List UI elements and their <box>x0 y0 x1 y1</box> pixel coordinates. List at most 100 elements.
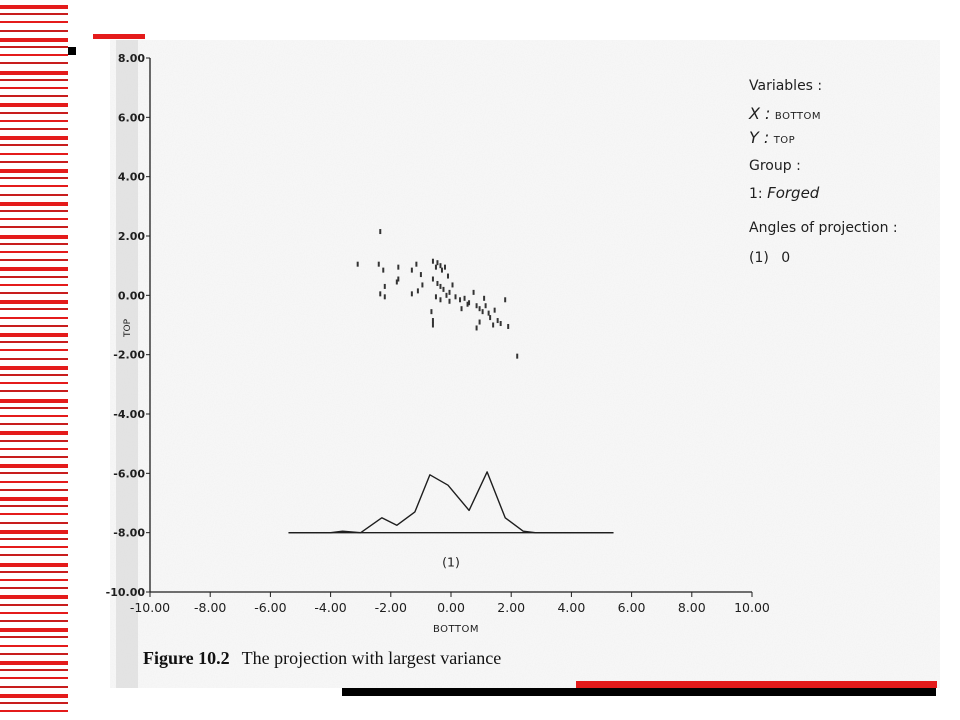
projection-curve-label: (1) <box>442 555 460 570</box>
stripe <box>0 324 68 327</box>
legend-angle-row: (1) 0 <box>749 250 790 266</box>
data-point <box>504 297 507 303</box>
data-point <box>431 258 434 264</box>
bottom-rule-red <box>576 681 937 688</box>
stripe <box>0 242 68 245</box>
data-point <box>483 295 486 301</box>
stripe <box>0 62 68 65</box>
stripe <box>0 292 68 294</box>
data-point <box>454 294 457 300</box>
stripe <box>0 374 68 376</box>
stripe <box>0 300 68 305</box>
legend-y-value: TOP <box>773 135 796 146</box>
x-tick-label: 2.00 <box>497 600 525 615</box>
legend-group-heading: Group : <box>749 158 801 174</box>
stripe <box>0 308 68 311</box>
stripe <box>0 341 68 344</box>
y-tick-label: -6.00 <box>113 467 145 480</box>
stripe <box>0 603 68 606</box>
stripe <box>0 529 68 534</box>
x-tick-label: 0.00 <box>437 600 465 615</box>
y-tick-label: 8.00 <box>118 52 145 65</box>
stripe <box>0 136 68 141</box>
stripe <box>0 570 68 573</box>
stripe <box>0 611 68 614</box>
stripe <box>0 702 68 704</box>
x-tick-label: 6.00 <box>618 600 646 615</box>
stripe <box>0 398 68 403</box>
data-point <box>415 261 418 267</box>
stripe <box>0 710 68 713</box>
figure-caption-text: The projection with largest variance <box>241 648 502 668</box>
stripe <box>0 234 68 239</box>
data-point <box>440 267 443 273</box>
stripe <box>0 78 68 81</box>
x-axis-ticks: -10.00 -8.00 -6.00 -4.00 -2.00 0.00 2.00 4.00 6.… <box>130 592 770 615</box>
data-point <box>431 276 434 282</box>
stripe <box>0 390 68 393</box>
stripe <box>0 251 68 253</box>
stripe <box>0 406 68 409</box>
stripe <box>0 54 68 57</box>
data-point <box>434 294 437 300</box>
stripe <box>0 505 68 508</box>
data-point <box>499 321 502 327</box>
scatter-points <box>356 229 519 359</box>
stripe <box>0 46 68 48</box>
projection-curve <box>288 471 614 534</box>
data-point <box>475 325 478 331</box>
data-point <box>430 309 433 315</box>
legend-y-row: Y : TOP <box>749 128 795 147</box>
stripe <box>0 218 68 221</box>
data-point <box>395 279 398 285</box>
x-tick-label: 10.00 <box>734 600 770 615</box>
data-point <box>379 291 382 297</box>
x-tick-label: -8.00 <box>194 600 226 615</box>
stripe <box>0 513 68 516</box>
data-point <box>459 297 462 303</box>
stripe <box>0 128 68 130</box>
stripe <box>0 636 68 639</box>
data-point <box>451 282 454 288</box>
stripe <box>0 267 68 272</box>
stripe <box>0 5 68 9</box>
stripe <box>0 693 68 698</box>
left-stripe-decoration <box>0 0 70 720</box>
data-point <box>484 303 487 309</box>
stripe <box>0 620 68 622</box>
stripe <box>0 103 68 108</box>
stripe <box>0 521 68 524</box>
stripe <box>0 554 68 557</box>
data-point <box>439 297 442 303</box>
data-point <box>397 264 400 270</box>
y-tick-label: 2.00 <box>118 230 145 243</box>
data-point <box>472 289 475 295</box>
stripe <box>0 439 68 442</box>
data-point <box>481 309 484 315</box>
y-tick-label: 0.00 <box>118 289 145 302</box>
stripe <box>0 177 68 180</box>
stripe <box>0 497 68 501</box>
x-axis-label: BOTTOM <box>433 624 479 635</box>
stripe <box>0 226 68 229</box>
data-point <box>492 322 495 328</box>
data-point <box>436 260 439 266</box>
figure-number: Figure 10.2 <box>143 648 230 668</box>
legend-y-key: Y : <box>749 128 770 147</box>
legend-group-key: 1: <box>749 186 763 202</box>
data-point <box>507 323 510 329</box>
axes <box>149 58 752 593</box>
data-point <box>377 261 380 267</box>
data-point <box>419 272 422 278</box>
data-point <box>416 288 419 294</box>
stripe <box>0 111 68 114</box>
stripe <box>0 669 68 672</box>
data-point <box>434 264 437 270</box>
stripe <box>0 415 68 417</box>
stripe <box>0 333 68 337</box>
legend-angles-heading: Angles of projection : <box>749 220 898 236</box>
stripe <box>0 37 68 42</box>
stripe <box>0 21 68 24</box>
stripe <box>0 365 68 370</box>
